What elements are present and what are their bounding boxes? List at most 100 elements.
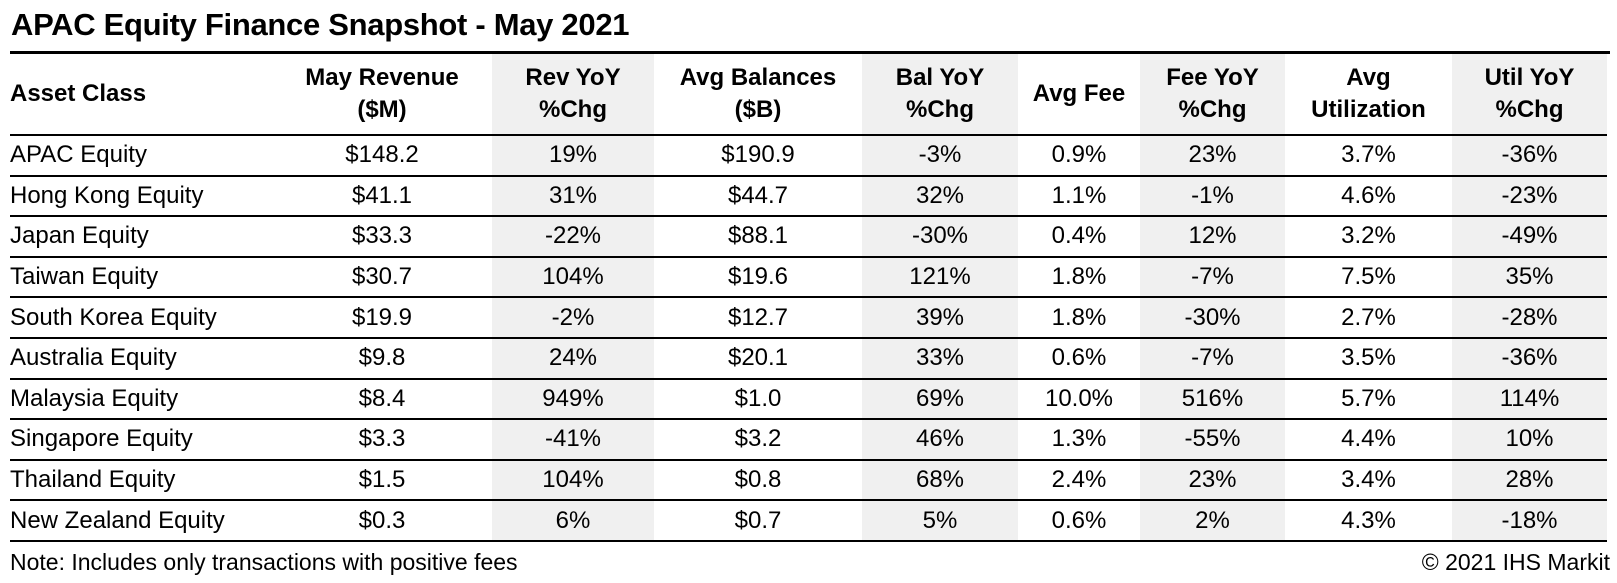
cell-util-yoy: 35% (1452, 256, 1607, 299)
cell-asset-class: South Korea Equity (10, 297, 272, 339)
table-row: New Zealand Equity $0.3 6% $0.7 5% 0.6% 2% 4.3%… (10, 500, 1607, 542)
cell-avg-utilization: 3.4% (1285, 459, 1452, 502)
cell-rev-yoy: 104% (492, 459, 654, 502)
cell-asset-class: Australia Equity (10, 337, 272, 380)
cell-may-revenue: $148.2 (272, 135, 492, 177)
cell-may-revenue: $41.1 (272, 175, 492, 218)
cell-rev-yoy: -22% (492, 216, 654, 258)
cell-util-yoy: -18% (1452, 500, 1607, 542)
cell-rev-yoy: 24% (492, 337, 654, 380)
table-row: Japan Equity $33.3 -22% $88.1 -30% 0.4% 12% 3.2… (10, 216, 1607, 258)
cell-util-yoy: 28% (1452, 459, 1607, 502)
cell-may-revenue: $30.7 (272, 256, 492, 299)
cell-avg-utilization: 4.6% (1285, 175, 1452, 218)
cell-may-revenue: $8.4 (272, 378, 492, 421)
cell-bal-yoy: 5% (862, 500, 1018, 542)
cell-rev-yoy: 19% (492, 135, 654, 177)
cell-avg-balances: $19.6 (654, 256, 862, 299)
table-row: Thailand Equity $1.5 104% $0.8 68% 2.4% 23% 3.4… (10, 459, 1607, 502)
cell-avg-utilization: 2.7% (1285, 297, 1452, 339)
cell-bal-yoy: 121% (862, 256, 1018, 299)
header-line: %Chg (906, 96, 974, 123)
cell-avg-fee: 1.8% (1018, 297, 1140, 339)
cell-avg-utilization: 4.3% (1285, 500, 1452, 542)
cell-fee-yoy: -30% (1140, 297, 1285, 339)
cell-rev-yoy: -2% (492, 297, 654, 339)
cell-avg-fee: 1.1% (1018, 175, 1140, 218)
column-header-bal-yoy: Bal YoY %Chg (862, 54, 1018, 136)
cell-bal-yoy: -3% (862, 135, 1018, 177)
cell-avg-utilization: 3.5% (1285, 337, 1452, 380)
cell-rev-yoy: -41% (492, 419, 654, 461)
cell-util-yoy: -28% (1452, 297, 1607, 339)
cell-fee-yoy: 2% (1140, 500, 1285, 542)
cell-asset-class: Thailand Equity (10, 459, 272, 502)
cell-avg-fee: 0.9% (1018, 135, 1140, 177)
cell-may-revenue: $9.8 (272, 337, 492, 380)
footnote: Note: Includes only transactions with po… (10, 548, 518, 575)
cell-rev-yoy: 31% (492, 175, 654, 218)
cell-avg-fee: 1.8% (1018, 256, 1140, 299)
table-header: Asset Class May Revenue ($M) Rev YoY %Chg Avg… (10, 54, 1607, 136)
cell-bal-yoy: 32% (862, 175, 1018, 218)
header-line: %Chg (539, 96, 607, 123)
header-line: Util YoY (1484, 63, 1575, 91)
cell-fee-yoy: 516% (1140, 378, 1285, 421)
cell-avg-fee: 10.0% (1018, 378, 1140, 421)
cell-rev-yoy: 6% (492, 500, 654, 542)
cell-avg-fee: 0.4% (1018, 216, 1140, 258)
cell-avg-balances: $0.8 (654, 459, 862, 502)
cell-avg-balances: $1.0 (654, 378, 862, 421)
cell-avg-balances: $0.7 (654, 500, 862, 542)
cell-avg-utilization: 3.7% (1285, 135, 1452, 177)
cell-asset-class: Hong Kong Equity (10, 175, 272, 218)
cell-asset-class: Malaysia Equity (10, 378, 272, 421)
cell-avg-fee: 2.4% (1018, 459, 1140, 502)
cell-rev-yoy: 949% (492, 378, 654, 421)
cell-rev-yoy: 104% (492, 256, 654, 299)
cell-may-revenue: $1.5 (272, 459, 492, 502)
table-header-row: Asset Class May Revenue ($M) Rev YoY %Chg Avg… (10, 54, 1607, 136)
column-header-fee-yoy: Fee YoY %Chg (1140, 54, 1285, 136)
cell-avg-fee: 1.3% (1018, 419, 1140, 461)
cell-asset-class: Singapore Equity (10, 419, 272, 461)
cell-avg-utilization: 3.2% (1285, 216, 1452, 258)
cell-util-yoy: -49% (1452, 216, 1607, 258)
table-row: Australia Equity $9.8 24% $20.1 33% 0.6% -7% 3.… (10, 337, 1607, 380)
cell-avg-balances: $3.2 (654, 419, 862, 461)
header-line: %Chg (1178, 96, 1247, 123)
header-line: %Chg (1495, 96, 1564, 123)
cell-bal-yoy: 46% (862, 419, 1018, 461)
cell-bal-yoy: 69% (862, 378, 1018, 421)
cell-fee-yoy: 12% (1140, 216, 1285, 258)
cell-avg-balances: $20.1 (654, 337, 862, 380)
cell-avg-fee: 0.6% (1018, 500, 1140, 542)
cell-bal-yoy: 33% (862, 337, 1018, 380)
cell-util-yoy: 10% (1452, 419, 1607, 461)
cell-asset-class: APAC Equity (10, 135, 272, 177)
header-line: Avg Fee (1032, 79, 1126, 107)
header-line: ($B) (734, 96, 782, 123)
cell-asset-class: Taiwan Equity (10, 256, 272, 299)
column-header-rev-yoy: Rev YoY %Chg (492, 54, 654, 136)
header-line: Asset Class (10, 79, 147, 107)
header-line: Bal YoY (895, 63, 985, 91)
cell-may-revenue: $0.3 (272, 500, 492, 542)
header-line: Rev YoY (525, 63, 621, 91)
cell-avg-balances: $190.9 (654, 135, 862, 177)
header-line: Avg Balances (679, 63, 837, 91)
table-row: Taiwan Equity $30.7 104% $19.6 121% 1.8% -7% 7.… (10, 256, 1607, 299)
cell-fee-yoy: -7% (1140, 256, 1285, 299)
cell-util-yoy: -23% (1452, 175, 1607, 218)
column-header-may-revenue: May Revenue ($M) (272, 54, 492, 136)
cell-avg-balances: $12.7 (654, 297, 862, 339)
copyright: © 2021 IHS Markit (1421, 548, 1610, 575)
equity-finance-table: Asset Class May Revenue ($M) Rev YoY %Chg Avg… (10, 54, 1607, 542)
cell-bal-yoy: 68% (862, 459, 1018, 502)
cell-util-yoy: -36% (1452, 135, 1607, 177)
page-title: APAC Equity Finance Snapshot - May 2021 (10, 4, 1610, 54)
table-row: Hong Kong Equity $41.1 31% $44.7 32% 1.1% -1% 4… (10, 175, 1607, 218)
cell-fee-yoy: -7% (1140, 337, 1285, 380)
header-line: May Revenue (305, 63, 459, 91)
